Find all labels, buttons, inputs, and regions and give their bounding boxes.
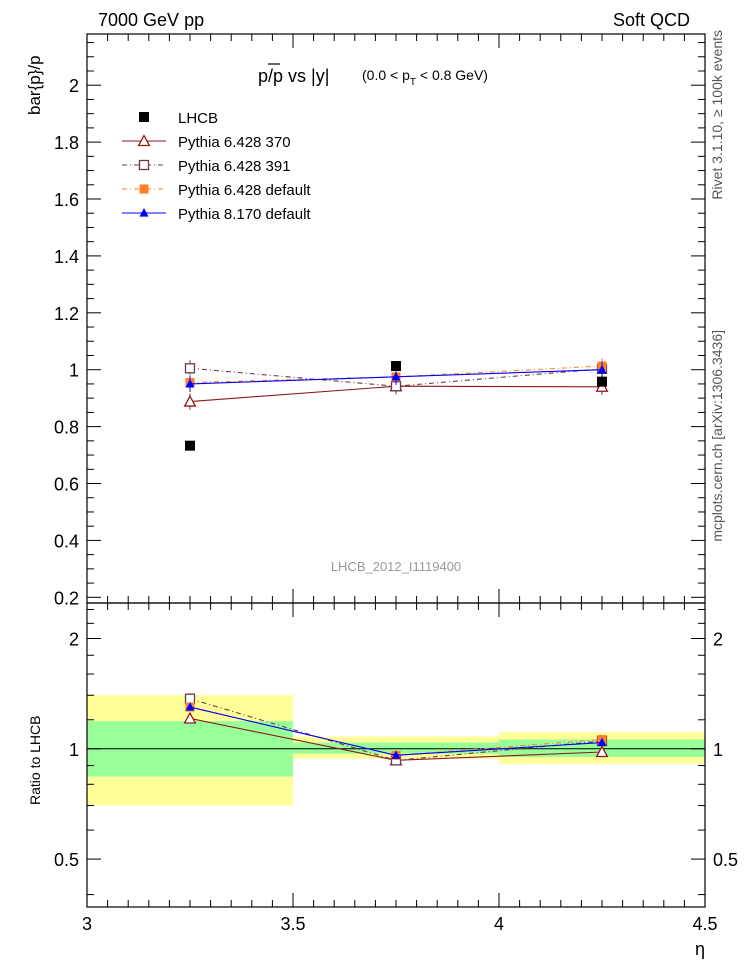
ratio-y-tick-label: 0.5 (54, 850, 79, 870)
x-axis-label: η (695, 939, 705, 959)
legend-marker (139, 184, 149, 194)
series-point (185, 378, 195, 388)
x-tick-label: 4 (494, 914, 504, 934)
y-tick-label: 0.2 (54, 588, 79, 608)
ratio-y-tick-label-right: 1 (713, 740, 723, 760)
legend-label: LHCB (178, 110, 218, 127)
ratio-series-line (189, 706, 603, 756)
y-tick-label: 0.6 (54, 475, 79, 495)
legend: LHCB Pythia 6.428 370 Pythia 6.428 391 Pyth… (122, 110, 311, 223)
ratio-y-axis-label: Ratio to LHCB (27, 716, 43, 805)
ratio-y-tick-label: 1 (69, 740, 79, 760)
x-tick-label: 3 (82, 914, 92, 934)
data-point (597, 376, 607, 387)
ratio-y-tick-label-right: 0.5 (713, 850, 738, 870)
legend-entry: Pythia 8.170 default (122, 206, 311, 223)
legend-entry: Pythia 6.428 370 (122, 134, 291, 151)
energy-label: 7000 GeV pp (98, 10, 204, 30)
ratio-band-stat (293, 742, 499, 754)
x-tick-label: 4.5 (692, 914, 717, 934)
legend-label: Pythia 8.170 default (178, 206, 311, 223)
ratio-series-point (595, 745, 609, 758)
main-panel: 0.2 0.4 0.6 0.8 1 1.2 1.4 1.6 1.8 2 (54, 33, 706, 608)
y-tick-label: 1.2 (54, 304, 79, 324)
process-label: Soft QCD (613, 10, 690, 30)
plot-title: p/p vs |y| (258, 66, 329, 86)
legend-marker (138, 159, 150, 171)
legend-label: Pythia 6.428 391 (178, 158, 291, 175)
legend-entry: Pythia 6.428 default (122, 182, 311, 199)
y-tick-label: 0.8 (54, 418, 79, 438)
analysis-watermark: LHCB_2012_I1119400 (331, 559, 461, 574)
y-tick-label: 2 (69, 76, 79, 96)
ratio-y-tick-label: 2 (69, 630, 79, 650)
plot-title-range: (0.0 < pT < 0.8 GeV) (362, 67, 488, 88)
y-tick-label: 1 (69, 361, 79, 381)
ratio-series-point (391, 750, 401, 759)
legend-label: Pythia 6.428 default (178, 182, 311, 199)
data-point (391, 361, 401, 372)
y-tick-label: 1.6 (54, 190, 79, 210)
data-point (185, 440, 195, 451)
legend-label: Pythia 6.428 370 (178, 134, 291, 151)
series-point (183, 394, 197, 407)
y-tick-label: 0.4 (54, 531, 79, 551)
ratio-series-point (185, 702, 195, 711)
rivet-label: Rivet 3.1.10, ≥ 100k events (709, 30, 725, 200)
ratio-series-line (189, 698, 603, 761)
y-tick-label: 1.8 (54, 133, 79, 153)
series-point (391, 371, 401, 381)
ratio-panel: 3 3.5 4 4.5 0.5 0.5 1 1 2 2 (54, 602, 738, 934)
legend-entry: LHCB (139, 110, 218, 127)
ratio-series-point (183, 711, 197, 724)
x-tick-label: 3.5 (280, 914, 305, 934)
legend-entry: Pythia 6.428 391 (122, 158, 291, 175)
ratio-y-tick-label-right: 2 (713, 630, 723, 650)
legend-marker (139, 208, 149, 217)
ratio-series-point (597, 737, 607, 747)
legend-marker (137, 134, 151, 147)
y-axis-label: bar{p}/p (25, 55, 44, 115)
y-tick-label: 1.4 (54, 247, 79, 267)
legend-marker (139, 112, 149, 122)
ratio-series-point (184, 693, 196, 704)
mcplots-label: mcplots.cern.ch [arXiv:1306.3436] (709, 330, 725, 542)
series-point (184, 363, 196, 374)
series-point (597, 364, 607, 374)
